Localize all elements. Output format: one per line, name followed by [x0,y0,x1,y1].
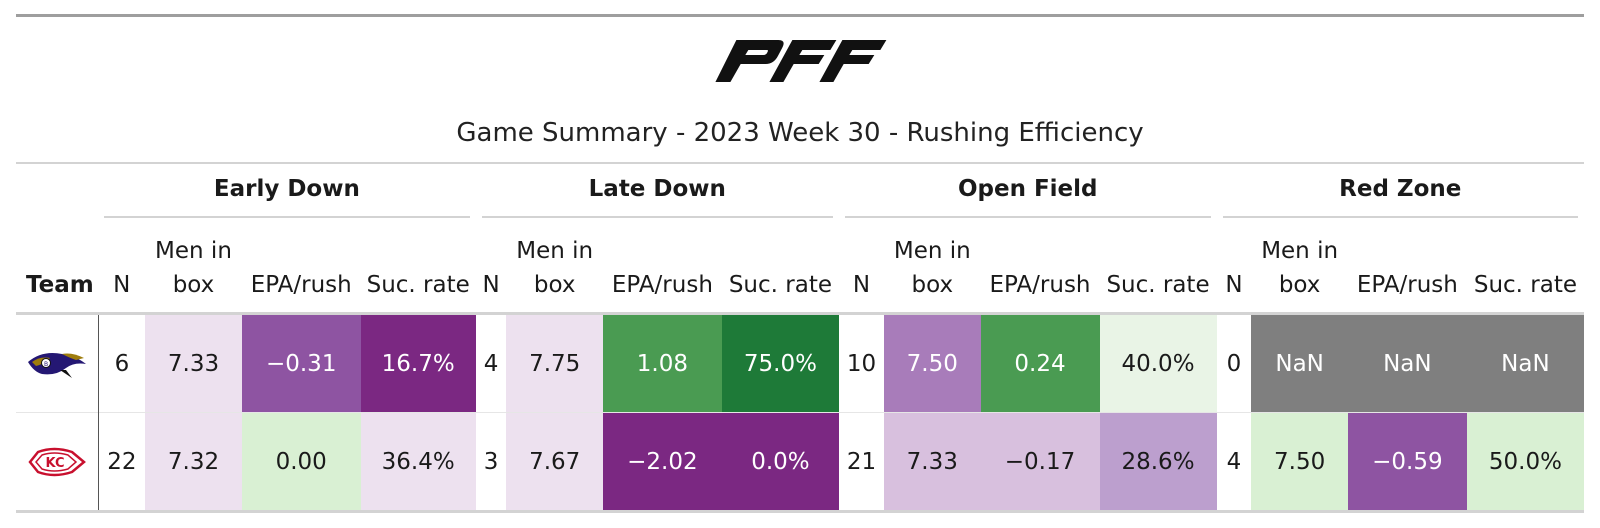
cell-open-field-men-in-box: 7.33 [884,412,981,512]
col-men-in-box-line2: box [1278,272,1321,298]
team-cell: KC [16,412,99,512]
team-cell: B [16,313,99,413]
title-divider [16,162,1584,164]
group-late-down: Late Down [476,164,839,218]
col-men-in-box-line1: Men in [155,238,232,264]
cell-open-field-men-in-box: 7.50 [884,313,981,413]
group-open-field: Open Field [839,164,1217,218]
col-men-in-box-line2: box [533,272,576,298]
svg-text:KC: KC [45,456,64,471]
svg-text:B: B [44,361,48,368]
col-n-red-zone: N [1225,272,1243,298]
col-n-early-down: N [113,272,131,298]
cell-open-field-suc-rate: 40.0% [1099,313,1217,413]
cell-late-down-n: 4 [475,313,507,413]
group-label: Early Down [104,164,470,218]
col-suc-rate-open-field: Suc. rate [1106,272,1210,298]
cell-late-down-men-in-box: 7.67 [506,412,603,512]
cell-early-down-suc-rate: 36.4% [360,412,476,512]
cell-open-field-epa-rush: 0.24 [980,313,1100,413]
cell-late-down-epa-rush: −2.02 [602,412,722,512]
cell-early-down-men-in-box: 7.32 [145,412,242,512]
table-body: B 6 7.33 −0.31 16.7% 4 7.75 1.08 75.0% 10 7.50 0.24… [16,313,1584,512]
chiefs-logo-icon: KC [28,447,86,476]
col-epa-rush-early-down: EPA/rush [250,272,352,298]
col-men-in-box-red-zone: Men in box [1251,218,1347,314]
cell-early-down-men-in-box: 7.33 [145,313,242,413]
cell-red-zone-men-in-box: 7.50 [1251,412,1348,512]
col-men-in-box-open-field: Men in box [884,218,980,314]
cell-early-down-suc-rate: 16.7% [360,313,476,413]
cell-late-down-suc-rate: 75.0% [721,313,839,413]
top-divider [16,14,1584,17]
ravens-logo-icon: B [27,352,86,378]
cell-open-field-n: 10 [838,313,885,413]
cell-red-zone-men-in-box: NaN [1251,313,1348,413]
cell-early-down-n: 6 [98,313,146,413]
col-suc-rate-red-zone: Suc. rate [1473,272,1578,298]
col-epa-rush-open-field: EPA/rush [989,272,1091,298]
col-men-in-box-early-down: Men in box [145,218,241,314]
rushing-efficiency-table: Early Down Late Down Open Field Red Zone… [16,164,1584,513]
col-suc-rate-early-down: Suc. rate [366,272,470,298]
group-red-zone: Red Zone [1217,164,1584,218]
group-label: Late Down [481,164,833,218]
group-header-row: Early Down Late Down Open Field Red Zone [16,164,1584,218]
pff-logo [715,40,887,82]
cell-late-down-suc-rate: 0.0% [721,412,839,512]
table-row: KC 22 7.32 0.00 36.4% 3 7.67 −2.02 0.0% 21 7.33 −0.… [16,412,1584,512]
col-men-in-box-line2: box [911,272,954,298]
cell-red-zone-suc-rate: 50.0% [1466,412,1584,512]
cell-red-zone-epa-rush: NaN [1347,313,1467,413]
col-men-in-box-line2: box [172,272,215,298]
col-epa-rush-red-zone: EPA/rush [1356,272,1458,298]
group-early-down: Early Down [98,164,476,218]
cell-early-down-epa-rush: −0.31 [241,313,361,413]
col-epa-rush-late-down: EPA/rush [611,272,713,298]
cell-red-zone-n: 4 [1216,412,1252,512]
col-n-open-field: N [852,272,871,298]
col-suc-rate-late-down: Suc. rate [728,272,832,298]
cell-early-down-n: 22 [98,412,146,512]
cell-late-down-men-in-box: 7.75 [506,313,603,413]
col-men-in-box-line1: Men in [893,238,971,264]
cell-red-zone-epa-rush: −0.59 [1347,412,1467,512]
column-header-row: Team N Men in box EPA/rush Suc. rate N Men in b… [16,218,1584,314]
col-men-in-box-late-down: Men in box [506,218,602,314]
cell-late-down-epa-rush: 1.08 [602,313,722,413]
col-men-in-box-line1: Men in [1261,238,1339,264]
col-men-in-box-line1: Men in [516,238,594,264]
col-n-late-down: N [482,272,500,298]
cell-late-down-n: 3 [475,412,507,512]
cell-red-zone-n: 0 [1216,313,1252,413]
cell-early-down-epa-rush: 0.00 [241,412,361,512]
group-label: Open Field [844,164,1211,218]
page-title: Game Summary - 2023 Week 30 - Rushing Ef… [456,118,1144,148]
table-row: B 6 7.33 −0.31 16.7% 4 7.75 1.08 75.0% 10 7.50 0.24… [16,313,1584,413]
cell-red-zone-suc-rate: NaN [1466,313,1584,413]
cell-open-field-epa-rush: −0.17 [980,412,1100,512]
team-column-header: Team [26,272,94,298]
cell-open-field-n: 21 [838,412,885,512]
group-label: Red Zone [1222,164,1578,218]
group-spacer [16,164,98,218]
cell-open-field-suc-rate: 28.6% [1099,412,1217,512]
